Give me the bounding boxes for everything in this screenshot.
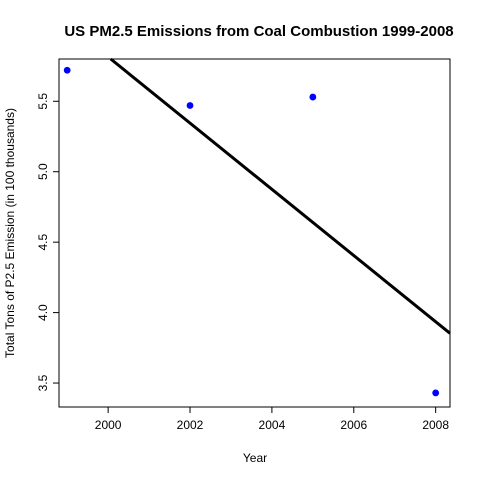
x-axis-label: Year	[243, 451, 267, 465]
x-tick-label: 2002	[177, 418, 204, 432]
plot-area	[58, 57, 451, 408]
x-tick-label: 2008	[422, 418, 449, 432]
plot-frame	[58, 58, 451, 408]
data-point	[186, 102, 194, 109]
y-tick-label: 4.5	[36, 233, 50, 250]
regression-line	[109, 57, 451, 335]
x-tick-label: 2004	[259, 418, 286, 432]
y-tick-label: 4.0	[36, 304, 50, 321]
y-axis: 3.5 4.0 4.5 5.0 5.5	[36, 93, 59, 391]
data-points	[63, 66, 440, 397]
data-point	[432, 389, 440, 397]
data-point	[309, 93, 317, 101]
x-tick-label: 2006	[340, 418, 367, 432]
y-tick-label: 5.0	[36, 163, 50, 180]
data-point	[63, 66, 71, 74]
chart-title: US PM2.5 Emissions from Coal Combustion …	[64, 23, 453, 40]
y-axis-label: Total Tons of P2.5 Emission (in 100 thou…	[3, 108, 17, 358]
y-tick-label: 3.5	[36, 374, 50, 391]
x-axis: 2000 2002 2004 2006 2008	[95, 407, 449, 432]
y-tick-label: 5.5	[36, 93, 50, 110]
x-tick-label: 2000	[95, 418, 122, 432]
